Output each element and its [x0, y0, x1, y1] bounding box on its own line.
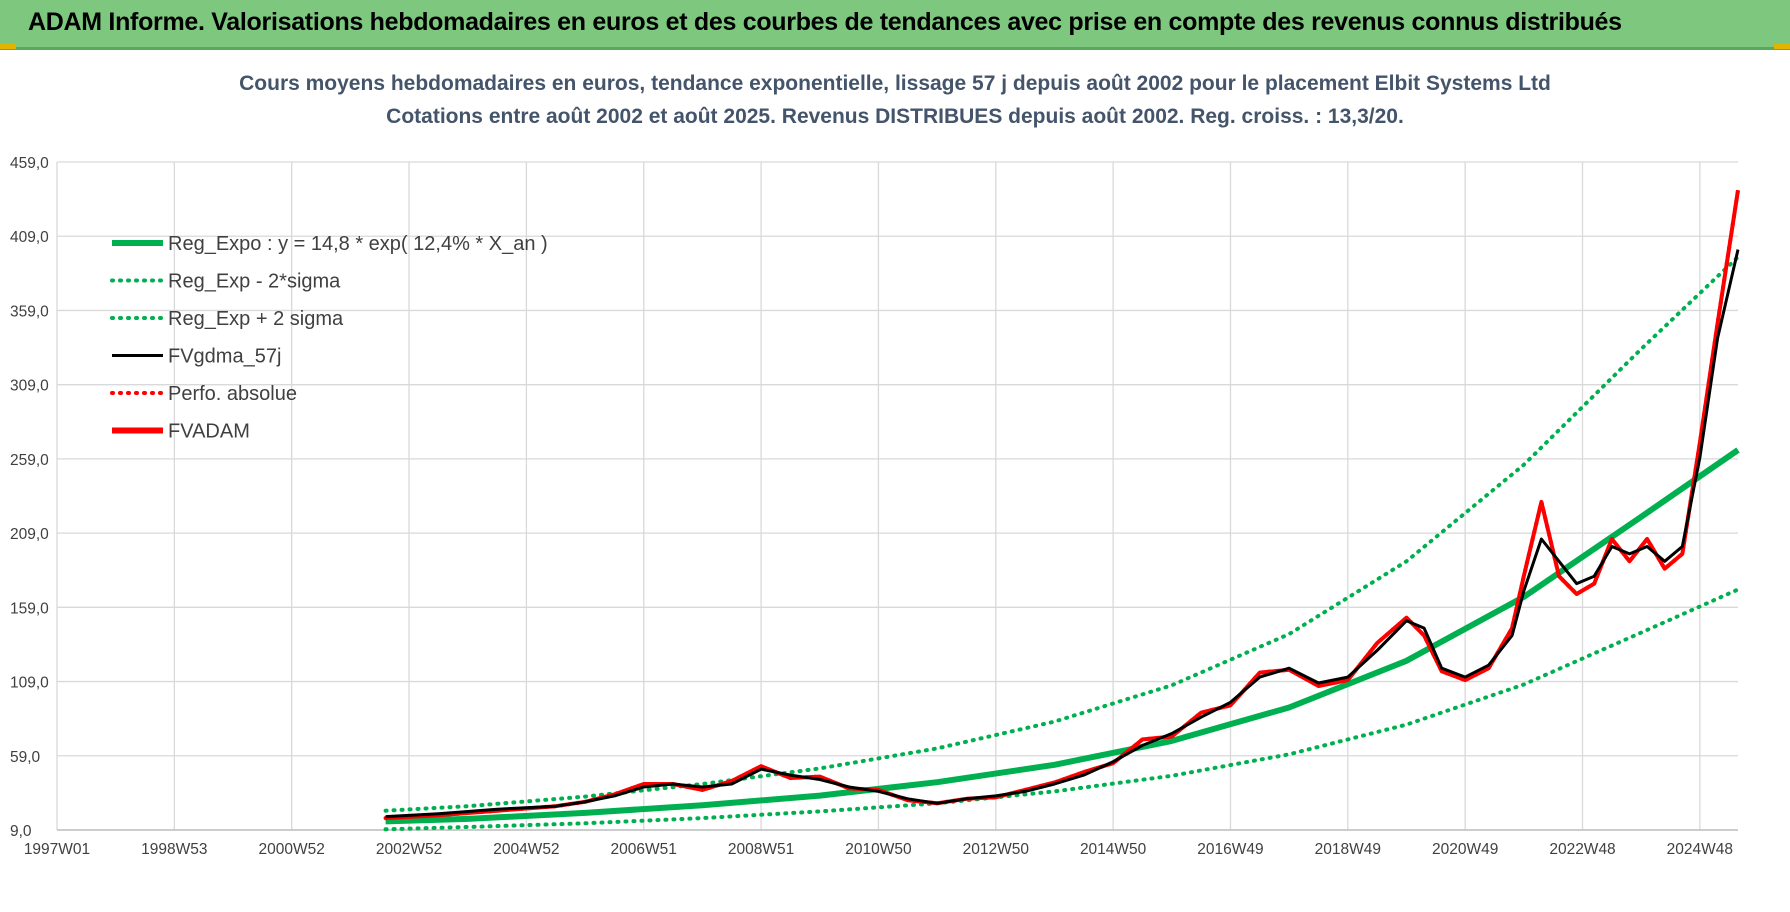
series-line-2 — [383, 255, 1740, 813]
x-tick-label: 2020W49 — [1432, 841, 1498, 858]
x-tick-label: 2014W50 — [1080, 841, 1147, 858]
chart-title: Cours moyens hebdomadaires en euros, ten… — [239, 72, 1551, 128]
y-tick-label: 359,0 — [10, 303, 49, 320]
x-tick-label: 2000W52 — [259, 841, 325, 858]
x-axis-ticks: 1997W01 1998W53 2000W52 2002W52 2004W52 2006W… — [24, 841, 1733, 858]
series-line-5 — [385, 189, 1740, 821]
x-tick-label: 2012W50 — [963, 841, 1030, 858]
x-tick-label: 2006W51 — [611, 841, 677, 858]
chart-title-line: Cotations entre août 2002 et août 2025. … — [386, 105, 1404, 128]
y-tick-label: 9,0 — [10, 823, 32, 840]
report-title: ADAM Informe. Valorisations hebdomadaire… — [28, 8, 1622, 36]
legend-label: Reg_Exp + 2 sigma — [168, 308, 344, 330]
x-tick-label: 2016W49 — [1197, 841, 1263, 858]
chart-legend: Reg_Expo : y = 14,8 * exp( 12,4% * X_an … — [110, 233, 548, 443]
y-tick-label: 159,0 — [10, 600, 49, 617]
x-tick-label: 2010W50 — [845, 841, 912, 858]
chart-grid — [56, 161, 1738, 831]
y-tick-label: 59,0 — [10, 749, 41, 766]
corner-mark-left — [0, 44, 16, 49]
x-tick-label: 2024W48 — [1667, 841, 1733, 858]
x-tick-label: 2004W52 — [493, 841, 559, 858]
series-line-3 — [385, 249, 1740, 819]
chart-container: Cours moyens hebdomadaires en euros, ten… — [0, 50, 1790, 912]
legend-label: FVgdma_57j — [168, 346, 281, 368]
y-tick-label: 209,0 — [10, 526, 49, 543]
y-axis-ticks: 9,0 59,0 109,0 159,0 209,0 259,0 309,0 359,0 409… — [10, 155, 49, 840]
line-chart: Cours moyens hebdomadaires en euros, ten… — [10, 72, 1740, 858]
y-tick-label: 259,0 — [10, 452, 49, 469]
x-tick-label: 2008W51 — [728, 841, 794, 858]
x-tick-label: 2002W52 — [376, 841, 442, 858]
x-tick-label: 2018W49 — [1315, 841, 1381, 858]
series-line-4 — [383, 188, 1740, 821]
x-tick-label: 1998W53 — [141, 841, 207, 858]
report-banner: ADAM Informe. Valorisations hebdomadaire… — [0, 0, 1790, 50]
x-tick-label: 1997W01 — [24, 841, 90, 858]
legend-label: Reg_Expo : y = 14,8 * exp( 12,4% * X_an … — [168, 233, 548, 255]
chart-series — [383, 188, 1740, 832]
series-line-1 — [383, 587, 1740, 832]
corner-mark-right — [1774, 44, 1790, 49]
legend-label: FVADAM — [168, 421, 250, 443]
y-tick-label: 309,0 — [10, 378, 49, 395]
y-tick-label: 409,0 — [10, 229, 49, 246]
y-tick-label: 459,0 — [10, 155, 49, 172]
series-line-0 — [385, 447, 1740, 825]
x-tick-label: 2022W48 — [1549, 841, 1615, 858]
legend-label: Reg_Exp - 2*sigma — [168, 271, 341, 293]
y-tick-label: 109,0 — [10, 675, 49, 692]
chart-title-line: Cours moyens hebdomadaires en euros, ten… — [239, 72, 1551, 95]
legend-label: Perfo. absolue — [168, 383, 297, 405]
